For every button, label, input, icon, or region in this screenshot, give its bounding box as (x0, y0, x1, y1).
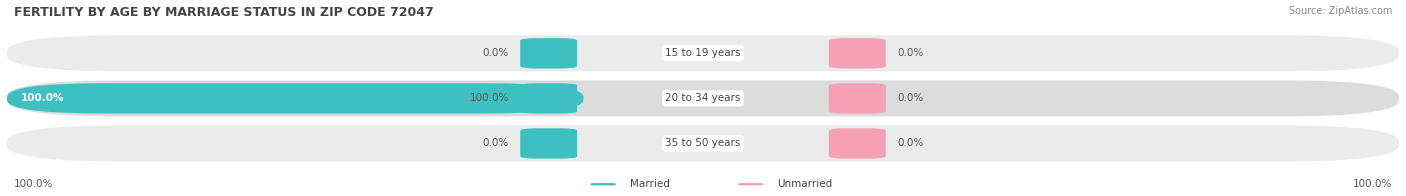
FancyBboxPatch shape (828, 128, 886, 159)
Text: FERTILITY BY AGE BY MARRIAGE STATUS IN ZIP CODE 72047: FERTILITY BY AGE BY MARRIAGE STATUS IN Z… (14, 6, 434, 19)
FancyBboxPatch shape (7, 125, 1399, 162)
Text: 100.0%: 100.0% (1353, 179, 1392, 189)
Text: 100.0%: 100.0% (470, 93, 509, 103)
Text: 15 to 19 years: 15 to 19 years (665, 48, 741, 58)
FancyBboxPatch shape (7, 83, 583, 113)
Text: 20 to 34 years: 20 to 34 years (665, 93, 741, 103)
FancyBboxPatch shape (828, 83, 886, 113)
Text: Married: Married (630, 179, 669, 189)
FancyBboxPatch shape (591, 183, 616, 185)
Text: 0.0%: 0.0% (897, 48, 924, 58)
Text: Unmarried: Unmarried (778, 179, 832, 189)
FancyBboxPatch shape (7, 35, 1399, 71)
Text: 0.0%: 0.0% (897, 138, 924, 149)
Text: 35 to 50 years: 35 to 50 years (665, 138, 741, 149)
FancyBboxPatch shape (520, 38, 578, 68)
FancyBboxPatch shape (7, 80, 1399, 116)
Text: Source: ZipAtlas.com: Source: ZipAtlas.com (1288, 6, 1392, 16)
Text: 0.0%: 0.0% (482, 138, 509, 149)
FancyBboxPatch shape (828, 38, 886, 68)
FancyBboxPatch shape (738, 183, 763, 185)
FancyBboxPatch shape (520, 83, 578, 113)
Text: 100.0%: 100.0% (14, 179, 53, 189)
FancyBboxPatch shape (520, 128, 578, 159)
Text: 0.0%: 0.0% (897, 93, 924, 103)
Text: 100.0%: 100.0% (21, 93, 65, 103)
Text: 0.0%: 0.0% (482, 48, 509, 58)
